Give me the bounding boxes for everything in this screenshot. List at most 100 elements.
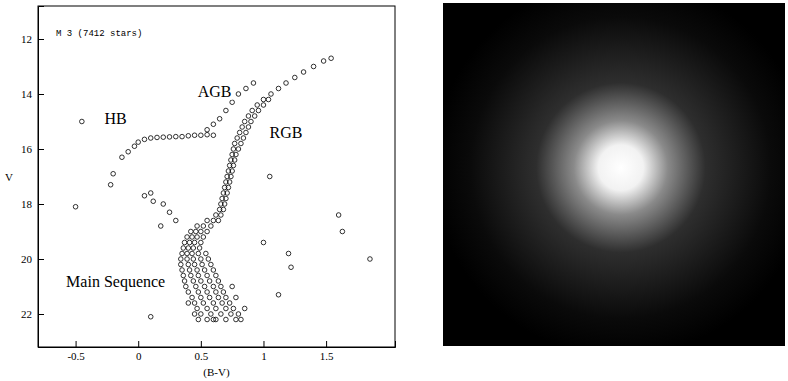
- star-point: [190, 295, 195, 300]
- star-point: [161, 135, 166, 140]
- star-point: [205, 306, 210, 311]
- star-point: [261, 103, 266, 108]
- star-point: [167, 210, 172, 215]
- star-point: [111, 171, 116, 176]
- x-axis-line: [39, 341, 396, 348]
- plot-frame: [38, 6, 395, 347]
- star-point: [202, 284, 207, 289]
- star-point: [244, 130, 249, 135]
- star-point: [180, 251, 185, 256]
- star-point: [196, 273, 201, 278]
- star-point: [191, 246, 196, 251]
- star-point: [261, 240, 266, 245]
- star-point: [205, 132, 210, 137]
- star-point: [199, 257, 204, 262]
- annotation: Main Sequence: [65, 273, 166, 291]
- star-point: [196, 317, 201, 322]
- x-tick: 0: [136, 341, 142, 362]
- star-point: [224, 317, 229, 322]
- star-point: [199, 133, 204, 138]
- star-point: [201, 224, 206, 229]
- star-point: [311, 64, 316, 69]
- star-point: [192, 133, 197, 138]
- star-point: [195, 224, 200, 229]
- star-point: [301, 70, 306, 75]
- star-point: [255, 103, 260, 108]
- star-point: [205, 273, 210, 278]
- star-point: [209, 262, 214, 267]
- y-tick-label: 16: [21, 143, 33, 155]
- star-point: [192, 301, 197, 306]
- x-tick-mark: [76, 341, 77, 347]
- star-point: [246, 125, 251, 130]
- star-point: [231, 147, 236, 152]
- star-point: [186, 290, 191, 295]
- star-point: [196, 290, 201, 295]
- star-point: [220, 301, 225, 306]
- star-point: [195, 306, 200, 311]
- star-point: [196, 251, 201, 256]
- star-point: [211, 122, 216, 127]
- star-point: [181, 246, 186, 251]
- x-tick-mark: [138, 341, 139, 347]
- star-point: [180, 134, 185, 139]
- star-point: [204, 251, 209, 256]
- star-point: [173, 134, 178, 139]
- star-point: [205, 127, 210, 132]
- y-axis-title: V: [5, 171, 13, 183]
- star-point: [289, 265, 294, 270]
- star-point: [201, 301, 206, 306]
- star-point: [267, 174, 272, 179]
- star-point: [266, 97, 271, 102]
- star-point: [185, 257, 190, 262]
- star-point: [194, 229, 199, 234]
- star-point: [161, 202, 166, 207]
- annotations: HBAGBRGBMain Sequence: [65, 83, 303, 291]
- star-point: [216, 279, 221, 284]
- annotation: HB: [104, 110, 128, 127]
- star-point: [187, 268, 192, 273]
- star-point: [211, 218, 216, 223]
- star-point: [108, 182, 113, 187]
- x-tick-label: 0.5: [194, 350, 208, 362]
- star-point: [261, 97, 266, 102]
- star-point: [239, 317, 244, 322]
- star-point: [199, 229, 204, 234]
- star-point: [211, 268, 216, 273]
- star-point: [211, 133, 216, 138]
- star-point: [185, 251, 190, 256]
- star-point: [211, 284, 216, 289]
- star-point: [240, 125, 245, 130]
- star-point: [229, 312, 234, 317]
- star-point: [194, 284, 199, 289]
- chart-title: M 3 (7412 stars): [56, 29, 142, 39]
- star-point: [190, 235, 195, 240]
- star-point: [191, 279, 196, 284]
- star-point: [214, 213, 219, 218]
- star-point: [205, 218, 210, 223]
- star-point: [191, 257, 196, 262]
- star-point: [189, 273, 194, 278]
- star-point: [222, 202, 227, 207]
- star-point: [340, 229, 345, 234]
- star-point: [195, 268, 200, 273]
- star-point: [167, 135, 172, 140]
- x-axis-title: (B-V): [203, 366, 230, 379]
- star-point: [276, 292, 281, 297]
- star-point: [205, 317, 210, 322]
- star-point: [219, 312, 224, 317]
- star-point: [321, 59, 326, 64]
- star-point: [219, 213, 224, 218]
- star-point: [244, 86, 249, 91]
- x-tick-label: 1: [261, 350, 267, 362]
- star-point: [182, 240, 187, 245]
- y-tick-mark: [38, 204, 44, 205]
- star-point: [235, 136, 240, 141]
- star-point: [226, 185, 231, 190]
- star-point: [179, 262, 184, 267]
- star-point: [234, 317, 239, 322]
- x-tick: 1: [261, 341, 267, 362]
- star-point: [186, 134, 191, 139]
- star-point: [217, 116, 222, 121]
- star-point: [224, 295, 229, 300]
